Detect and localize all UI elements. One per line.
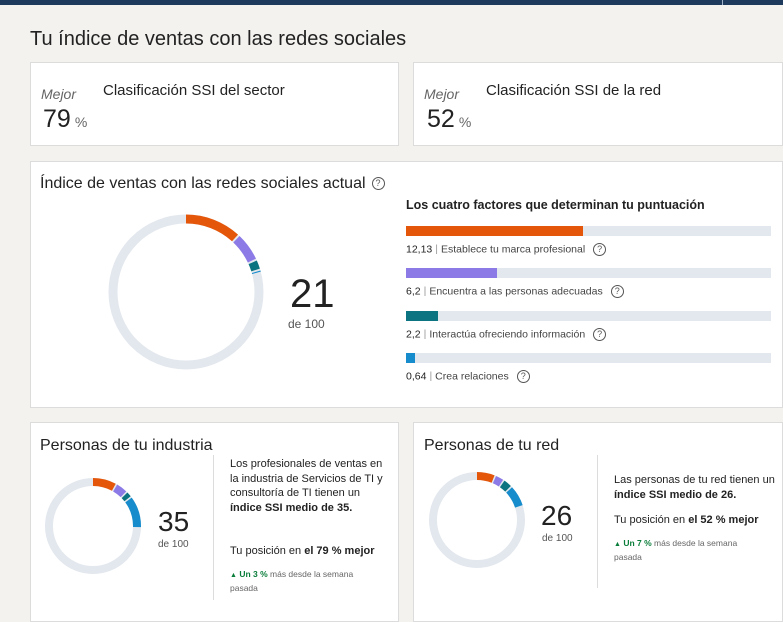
industry-description: Los profesionales de ventas en la indust… — [230, 457, 390, 515]
network-donut-track — [429, 472, 525, 568]
network-card — [413, 422, 783, 622]
network-rank-title: Clasificación SSI de la red — [486, 82, 662, 99]
factor-bar-track — [406, 226, 771, 236]
sector-rank-title: Clasificación SSI del sector — [103, 82, 285, 99]
factor-label: 0,64 | Crea relaciones? — [406, 370, 530, 383]
factor-value: 6,2 — [406, 285, 421, 298]
industry-position: Tu posición en el 79 % mejor — [230, 544, 395, 559]
industry-card — [30, 422, 399, 622]
network-position: Tu posición en el 52 % mejor — [614, 513, 779, 528]
industry-description-text: Los profesionales de ventas en la indust… — [230, 458, 383, 499]
network-donut — [429, 472, 525, 568]
sector-rank-number: 79 — [43, 105, 71, 133]
network-description: Las personas de tu red tienen un índice … — [614, 473, 776, 502]
network-rank-card: Mejor Clasificación SSI de la red 52% — [413, 62, 783, 146]
industry-donut-track — [45, 478, 141, 574]
network-score: 26 — [541, 500, 573, 531]
factor-label: 2,2 | Interactúa ofreciendo información? — [406, 328, 607, 341]
industry-donut — [45, 478, 141, 574]
industry-trend-text: más desde la semana pasada — [230, 569, 354, 593]
network-average: índice SSI medio de 26. — [614, 488, 737, 501]
industry-trend: ▲ Un 3 % más desde la semana pasada — [230, 568, 380, 594]
network-rank-value: 52% — [427, 105, 471, 134]
factor-separator: | — [435, 243, 439, 256]
trend-up-icon: ▲ — [614, 541, 621, 548]
trend-up-icon: ▲ — [230, 572, 237, 579]
factor-value: 2,2 — [406, 328, 421, 341]
factor-bar-track — [406, 353, 771, 363]
sector-rank-card: Mejor Clasificación SSI del sector 79% — [30, 62, 399, 146]
factor-bar-fill — [406, 226, 584, 236]
ssi-score-out-of: de 100 — [288, 317, 325, 331]
network-trend-value: Un 7 % — [623, 538, 652, 548]
ssi-score: 21 — [290, 272, 335, 316]
factor-name: Interactúa ofreciendo información — [429, 328, 586, 341]
network-trend-text: más desde la semana pasada — [614, 538, 738, 562]
industry-title: Personas de tu industria — [40, 437, 213, 454]
nav-divider — [722, 0, 723, 5]
network-divider — [597, 455, 598, 588]
factor-value: 0,64 — [406, 370, 427, 383]
factor-label: 12,13 | Establece tu marca profesional? — [406, 243, 607, 256]
network-rank-number: 52 — [427, 105, 455, 133]
sector-rank-value: 79% — [43, 105, 87, 134]
network-rank-unit: % — [458, 114, 472, 130]
sector-rank-label: Mejor — [41, 86, 77, 102]
network-position-prefix: Tu posición en — [614, 514, 689, 526]
factor-name: Establece tu marca profesional — [441, 243, 586, 256]
factor-name: Crea relaciones — [435, 370, 509, 383]
factor-bar-fill — [406, 311, 439, 321]
page-title: Tu índice de ventas con las redes social… — [30, 28, 407, 50]
industry-divider — [213, 455, 214, 600]
ssi-donut — [108, 214, 264, 370]
ssi-card — [30, 161, 783, 408]
network-title: Personas de tu red — [424, 437, 560, 454]
top-navigation-bar — [0, 0, 783, 5]
help-icon[interactable]: ? — [593, 243, 607, 256]
factor-bar-fill — [406, 268, 497, 278]
industry-position-value: el 79 % mejor — [304, 545, 375, 557]
industry-score: 35 — [158, 506, 190, 537]
ssi-title-text: Índice de ventas con las redes sociales … — [40, 175, 366, 192]
factor-separator: | — [423, 328, 427, 341]
help-icon[interactable]: ? — [516, 370, 530, 383]
ssi-title: Índice de ventas con las redes sociales … — [40, 175, 385, 193]
industry-donut-segment-1 — [45, 478, 141, 574]
help-icon[interactable]: ? — [610, 285, 624, 298]
factor-label: 6,2 | Encuentra a las personas adecuadas? — [406, 285, 624, 298]
network-position-value: el 52 % mejor — [688, 514, 759, 526]
network-description-text: Las personas de tu red tienen un — [614, 474, 775, 486]
ssi-donut-segment-1 — [108, 214, 264, 370]
sector-rank-unit: % — [74, 114, 88, 130]
industry-average: índice SSI medio de 35. — [230, 501, 353, 514]
factor-value: 12,13 — [406, 243, 433, 256]
factor-name: Encuentra a las personas adecuadas — [429, 285, 603, 298]
factor-bar-track — [406, 311, 771, 321]
network-score-out-of: de 100 — [542, 533, 573, 544]
factor-separator: | — [429, 370, 433, 383]
network-rank-label: Mejor — [424, 86, 460, 102]
factor-bar-fill — [406, 353, 416, 363]
industry-position-prefix: Tu posición en — [230, 545, 305, 557]
network-donut-segment-1 — [429, 472, 525, 568]
industry-donut-segment-4 — [45, 478, 141, 574]
help-icon[interactable]: ? — [593, 328, 607, 341]
help-icon[interactable]: ? — [371, 177, 385, 191]
factor-separator: | — [423, 285, 427, 298]
industry-trend-value: Un 3 % — [239, 569, 268, 579]
factors-title: Los cuatro factores que determinan tu pu… — [406, 198, 705, 212]
industry-score-out-of: de 100 — [158, 539, 189, 550]
network-trend: ▲ Un 7 % más desde la semana pasada — [614, 537, 764, 563]
factor-bar-track — [406, 268, 771, 278]
